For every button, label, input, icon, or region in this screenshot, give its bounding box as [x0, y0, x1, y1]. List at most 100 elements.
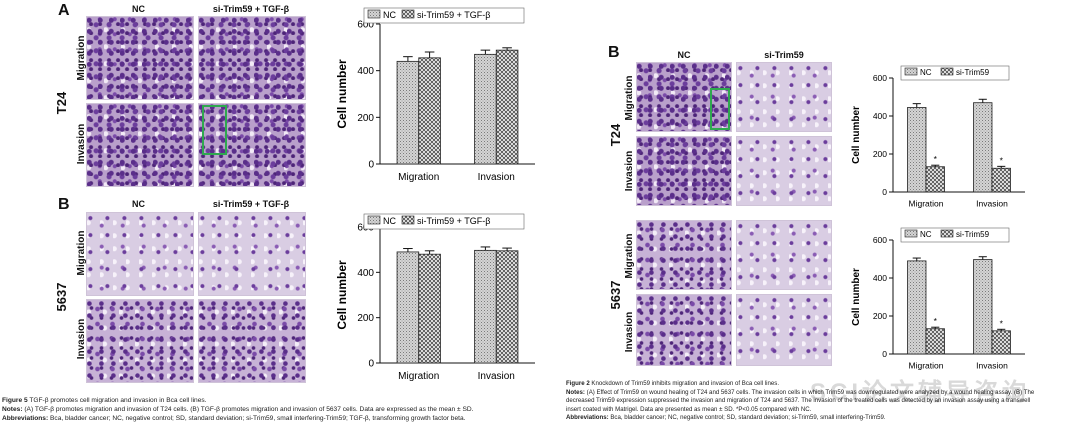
y-tick-label: 0 [368, 160, 374, 171]
micrograph-5637-invasion-si-trim59 [736, 294, 832, 366]
figure-5: A B NC si-Trim59 + TGF-β NC si-Trim59 + … [2, 2, 535, 422]
y-tick-label: 400 [357, 66, 374, 77]
y-tick-label: 200 [873, 311, 887, 321]
caption-title: Knockdown of Trim59 inhibits migration a… [589, 380, 780, 387]
legend-label: si-Trim59 + TGF-β [417, 216, 490, 226]
legend-label: NC [920, 230, 932, 239]
bar-chart-a-t24: 0 200 400 600 Cell number Migration Invasion NC… [335, 7, 535, 183]
x-tick-label: Invasion [976, 199, 1008, 209]
x-tick-label: Migration [398, 172, 439, 183]
bar-chart-5637-knockdown: 0 200 400 600 Cell number * Migration * Invasion… [851, 227, 1025, 371]
significance-marker: * [934, 154, 938, 164]
micrograph-5637-migration-nc [636, 220, 732, 290]
y-tick-label: 600 [873, 73, 887, 83]
legend-label: NC [383, 216, 396, 226]
cell-line-label-t24: T24 [608, 123, 623, 147]
legend-swatch [401, 9, 415, 19]
micrograph-t24-migration-nc [636, 62, 732, 132]
x-tick-label: Migration [909, 199, 944, 209]
column-header-treatment: si-Trim59 + TGF-β [212, 199, 290, 209]
highlight-box [710, 88, 730, 130]
column-header-nc: NC [132, 199, 145, 209]
watermark: SCI论文辅导咨询 [810, 379, 1031, 406]
legend-swatch [940, 229, 954, 238]
y-tick-label: 600 [357, 20, 374, 31]
y-tick-label: 400 [357, 268, 374, 279]
bar-nc [907, 107, 927, 193]
bar-treatment [925, 166, 945, 193]
column-header-treatment: si-Trim59 [764, 50, 804, 60]
panel-letter-a: A [58, 2, 70, 19]
legend-box [900, 227, 1010, 243]
significance-marker: * [1000, 155, 1004, 165]
bar-nc [396, 60, 420, 165]
caption-notes: (A) Effect of Trim59 on wound healing of… [584, 388, 1035, 396]
bar-nc [907, 260, 927, 355]
legend-swatch [940, 67, 954, 76]
x-tick-label: Invasion [976, 361, 1008, 371]
bar-treatment [925, 328, 945, 355]
bar-nc [474, 249, 497, 364]
caption-notes-label: Notes: [2, 406, 23, 413]
caption-title: TGF-β promotes cell migration and invasi… [27, 397, 207, 404]
legend-swatch [904, 67, 918, 76]
significance-marker: * [934, 316, 938, 326]
micrograph-t24-invasion-si-trim59 [736, 136, 832, 206]
x-tick-label: Migration [398, 371, 439, 382]
caption-figure-label: Figure 2 [566, 380, 590, 387]
legend-label: si-Trim59 + TGF-β [417, 10, 490, 20]
x-tick-label: Migration [909, 361, 944, 371]
row-label-invasion: Invasion [624, 150, 635, 192]
caption-notes-label: Notes: [566, 388, 585, 396]
micrograph-5637-migration-treatment [198, 212, 306, 296]
row-label-migration: Migration [624, 75, 635, 121]
bar-chart-t24-knockdown: 0 200 400 600 Cell number * Migration * Invasion… [851, 65, 1025, 209]
y-tick-label: 200 [357, 313, 374, 324]
bar-nc [973, 259, 993, 355]
y-tick-label: 600 [873, 235, 887, 245]
micrograph-t24-invasion-nc [636, 136, 732, 206]
caption-abbreviations-label: Abbreviations: [566, 414, 609, 421]
legend-swatch [367, 215, 381, 225]
figure-caption: Figure 2 Knockdown of Trim59 inhibits mi… [566, 380, 1078, 423]
legend-label: NC [920, 68, 932, 77]
bar-treatment [991, 330, 1011, 355]
column-header-nc: NC [132, 4, 145, 14]
cell-line-label-5637: 5637 [54, 282, 69, 312]
y-tick-label: 200 [873, 149, 887, 159]
bar-treatment [495, 49, 519, 165]
micrograph-t24-migration-treatment [198, 16, 306, 100]
x-tick-label: Invasion [478, 172, 515, 183]
micrograph-t24-invasion-treatment [198, 103, 306, 187]
bar-treatment [418, 253, 441, 364]
micrograph-5637-invasion-nc [86, 299, 194, 383]
bar-treatment [418, 57, 441, 165]
micrograph-t24-migration-nc [86, 16, 194, 100]
row-label-migration: Migration [624, 233, 635, 279]
legend-swatch [367, 9, 381, 19]
y-tick-label: 400 [873, 273, 887, 283]
y-axis-label: Cell number [335, 260, 349, 330]
significance-marker: * [1000, 318, 1004, 328]
micrograph-t24-migration-si-trim59 [736, 62, 832, 132]
micrograph-5637-migration-si-trim59 [736, 220, 832, 290]
micrograph-5637-migration-nc [86, 212, 194, 296]
caption-notes-continued: decreased Trim59 expression suppressed t… [566, 397, 1031, 404]
highlight-box [202, 105, 227, 155]
legend-swatch [904, 229, 918, 238]
y-tick-label: 0 [368, 359, 374, 370]
y-tick-label: 0 [882, 349, 887, 359]
x-tick-label: Invasion [478, 371, 515, 382]
micrograph-5637-invasion-nc [636, 294, 732, 366]
bar-nc [396, 251, 420, 364]
caption-abbreviations-label: Abbreviations: [2, 415, 49, 422]
caption-notes: (A) TGF-β promotes migration and invasio… [22, 406, 474, 413]
cell-line-label-t24: T24 [54, 91, 69, 115]
bar-treatment [495, 250, 519, 364]
bar-nc [973, 102, 993, 193]
figure-2: B NC si-Trim59 T24 5637 Migration Invasi… [560, 0, 1080, 439]
y-tick-label: 200 [357, 113, 374, 124]
y-axis-label: Cell number [335, 59, 349, 129]
y-tick-label: 0 [882, 187, 887, 197]
